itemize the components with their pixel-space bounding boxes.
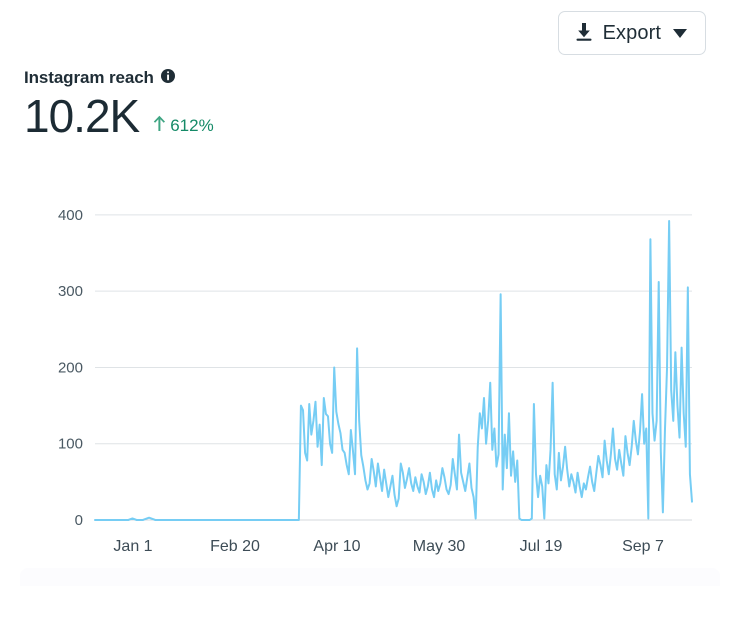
reach-chart[interactable]: 0 100 200 300 400 Jan 1 Feb 20 Apr 10 May 30 Jul… (0, 172, 740, 557)
y-axis-tick-label: 100 (58, 436, 83, 453)
x-axis-tick-label: Jan 1 (113, 538, 152, 555)
metric-title-row: Instagram reach (24, 68, 214, 88)
arrow-up-icon (153, 115, 166, 137)
metric-delta: 612% (153, 115, 214, 137)
x-axis-tick-label: May 30 (413, 538, 466, 555)
info-icon[interactable] (160, 68, 175, 88)
x-axis-tick-label: Apr 10 (313, 538, 360, 555)
page-title: Instagram reach (24, 68, 154, 87)
top-toolbar: Export (0, 0, 740, 66)
metric-delta-value: 612% (170, 116, 214, 135)
y-axis-tick-label: 0 (75, 512, 83, 529)
export-button[interactable]: Export (557, 11, 706, 55)
metric-header: Instagram reach 10.2K 612% (24, 68, 214, 143)
chart-x-axis-labels: Jan 1 Feb 20 Apr 10 May 30 Jul 19 Sep 7 (113, 538, 664, 555)
next-card-edge (20, 568, 720, 586)
chart-line-series (94, 219, 693, 521)
chevron-down-icon (673, 28, 687, 38)
export-button-label: Export (602, 22, 661, 44)
metric-value: 10.2K (24, 90, 140, 142)
chart-y-axis-labels: 0 100 200 300 400 (58, 207, 83, 529)
download-icon (575, 22, 593, 45)
x-axis-tick-label: Sep 7 (622, 538, 664, 555)
y-axis-tick-label: 300 (58, 283, 83, 300)
x-axis-tick-label: Feb 20 (210, 538, 260, 555)
chart-svg: 0 100 200 300 400 Jan 1 Feb 20 Apr 10 May 30 Jul… (58, 207, 693, 555)
x-axis-tick-label: Jul 19 (520, 538, 563, 555)
metric-value-row: 10.2K 612% (24, 90, 214, 143)
y-axis-tick-label: 400 (58, 207, 83, 224)
y-axis-tick-label: 200 (58, 359, 83, 376)
